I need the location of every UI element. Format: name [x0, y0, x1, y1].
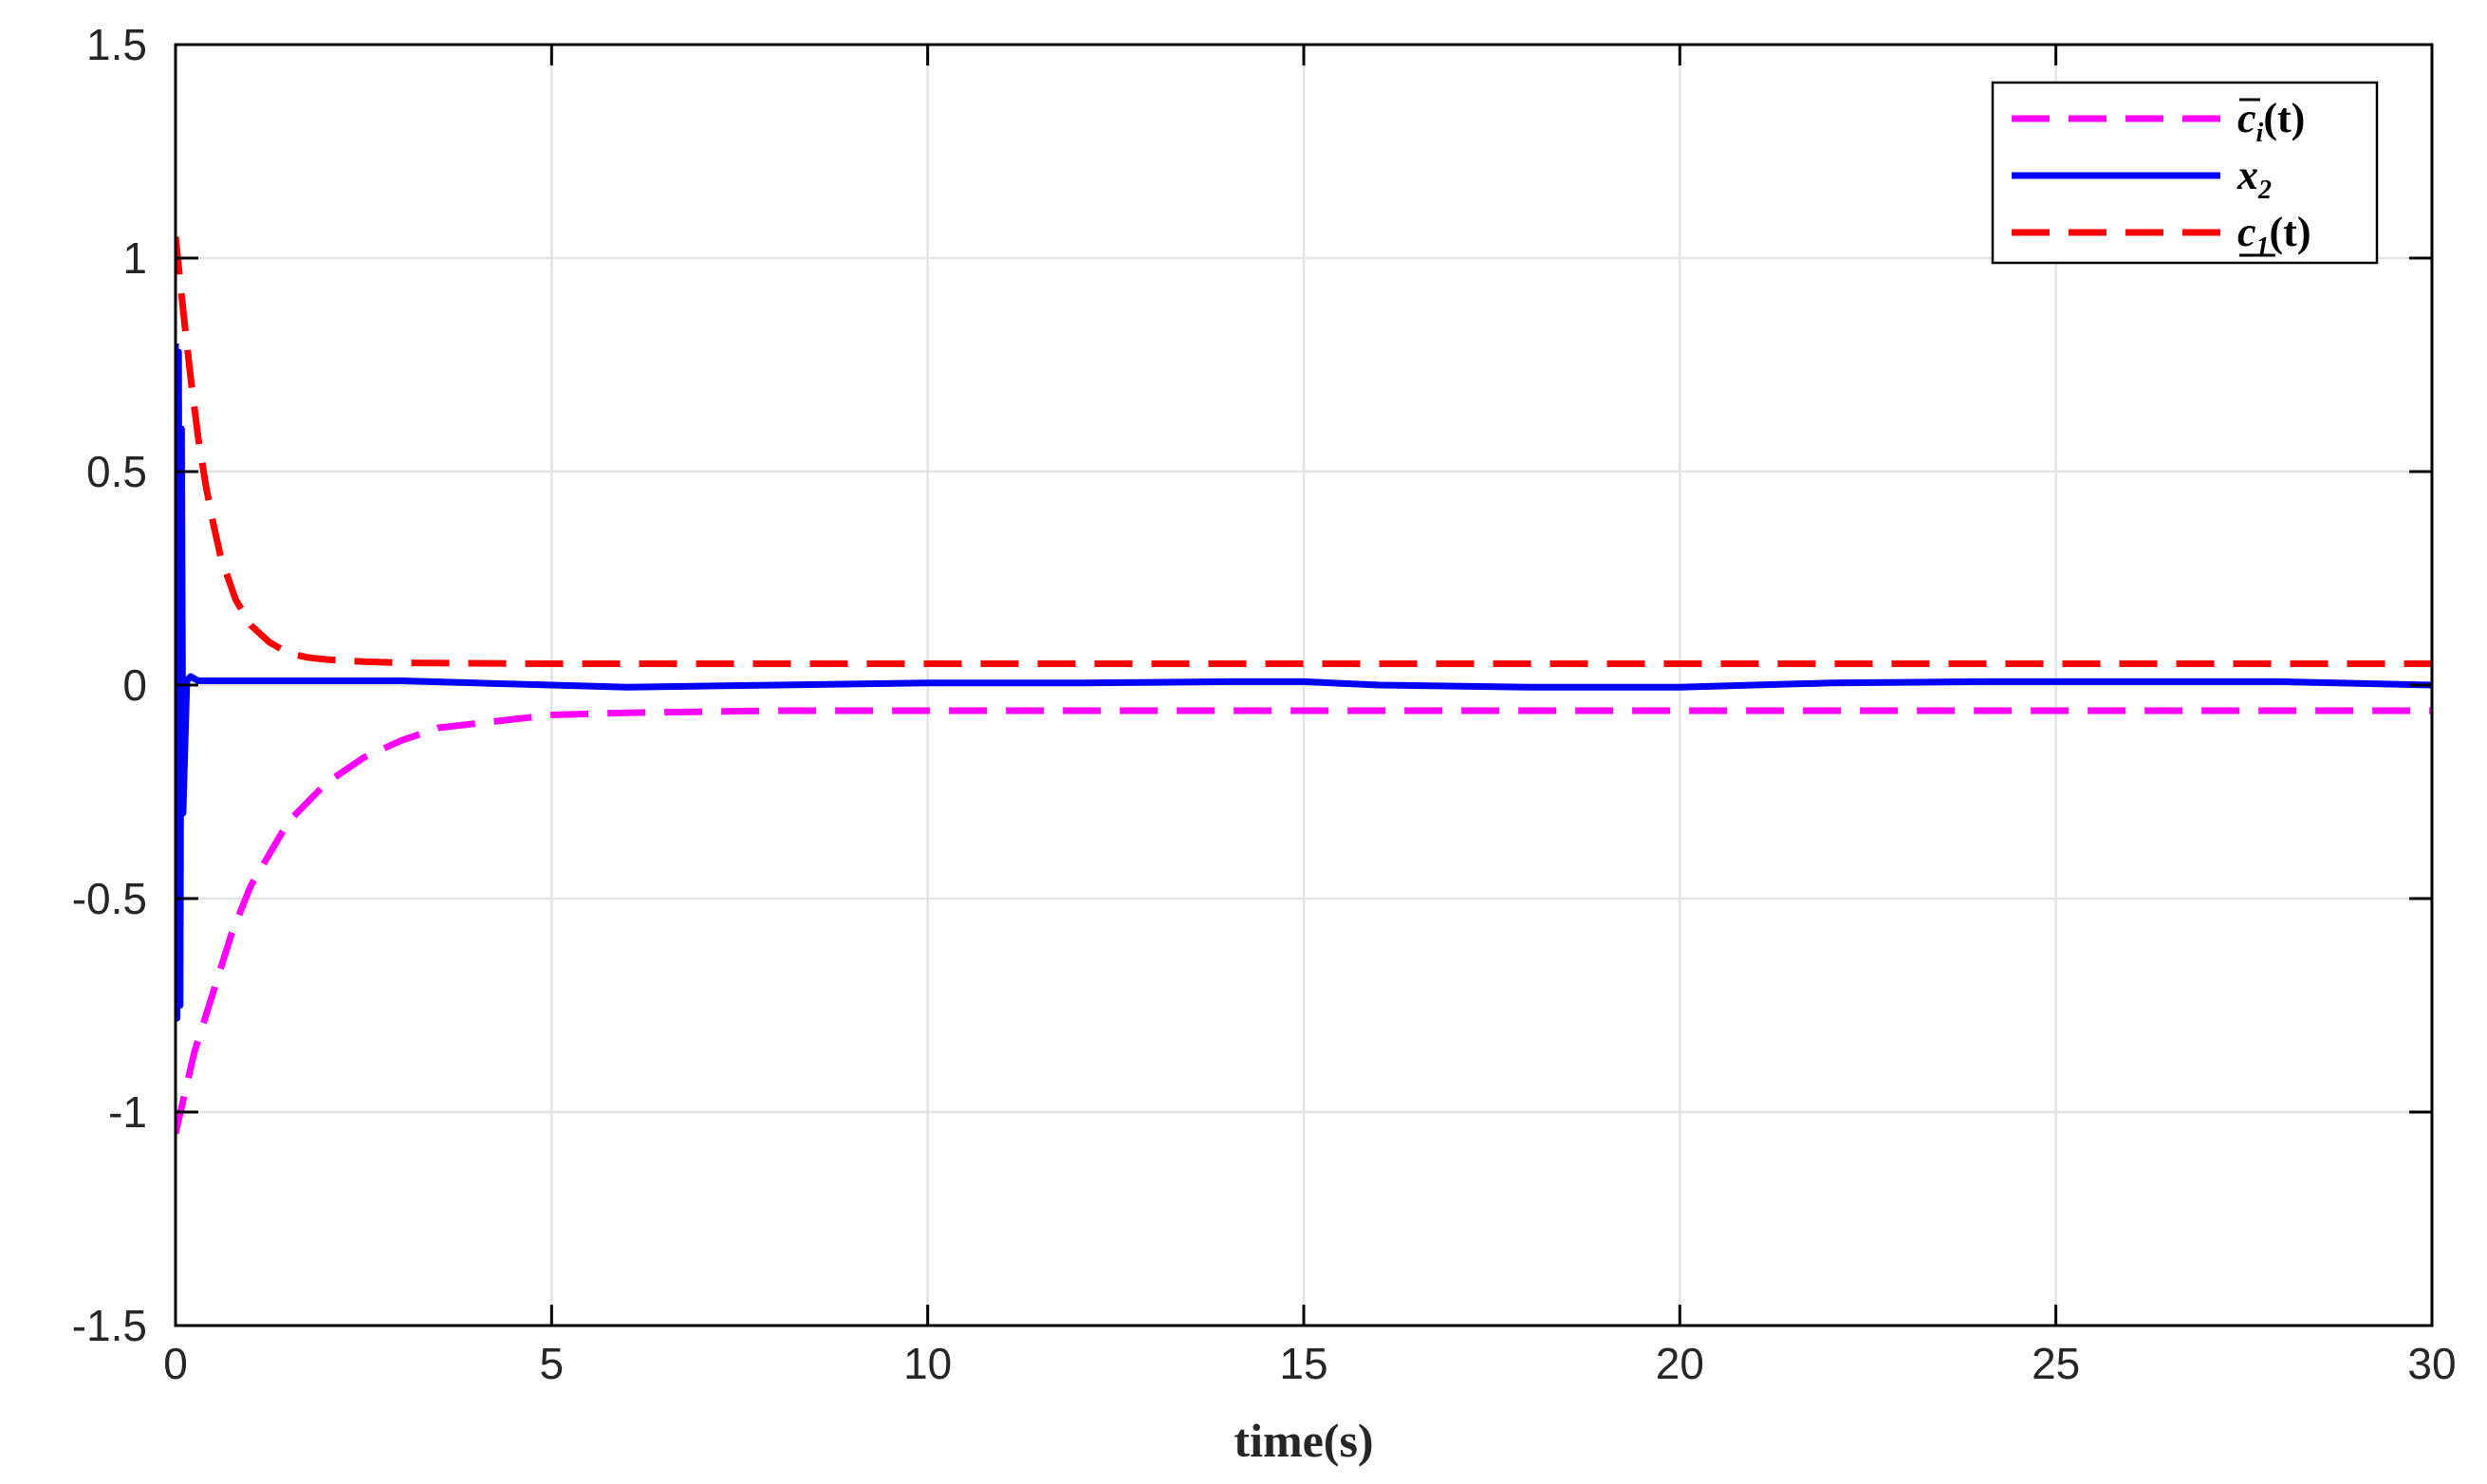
- y-tick-label: -1.5: [72, 1301, 147, 1350]
- y-tick-label: -0.5: [72, 874, 147, 923]
- series-line-0: [176, 707, 2432, 1135]
- tick-labels: 0 5 10 15 20 25 30 -1.5 -1 -0.5 0 0.5 1 1.5: [72, 20, 2457, 1388]
- series-layer: [176, 236, 2432, 1135]
- y-tick-label: 1.5: [86, 20, 147, 69]
- y-tick-label: 0.5: [86, 447, 147, 496]
- x-tick-label: 10: [903, 1339, 952, 1388]
- legend-base: x: [2236, 152, 2258, 198]
- y-tick-label: 0: [122, 660, 147, 710]
- x-tick-label: 0: [163, 1339, 188, 1388]
- x-tick-label: 30: [2407, 1339, 2456, 1388]
- legend-subscript: i: [2256, 119, 2264, 148]
- ticks: [174, 43, 2434, 1327]
- legend-label-1: x2: [2236, 152, 2272, 205]
- legend-subscript: 1: [2256, 232, 2270, 262]
- legend-label-0: ci(t): [2237, 95, 2305, 148]
- x-tick-label: 5: [540, 1339, 565, 1388]
- y-tick-label: 1: [122, 233, 147, 283]
- legend-suffix: (t): [2270, 209, 2311, 255]
- x-tick-label: 25: [2032, 1339, 2080, 1388]
- legend-base: c: [2237, 209, 2256, 255]
- x-tick-label: 15: [1279, 1339, 1327, 1388]
- x-tick-label: 20: [1656, 1339, 1704, 1388]
- series-line-2: [176, 236, 2432, 667]
- legend-suffix: (t): [2263, 95, 2305, 141]
- series-line-1: [176, 343, 2432, 1022]
- y-tick-label: -1: [108, 1087, 147, 1137]
- legend-base: c: [2237, 95, 2256, 141]
- x-axis-label: time(s): [1234, 1414, 1373, 1467]
- legend-subscript: 2: [2257, 176, 2272, 205]
